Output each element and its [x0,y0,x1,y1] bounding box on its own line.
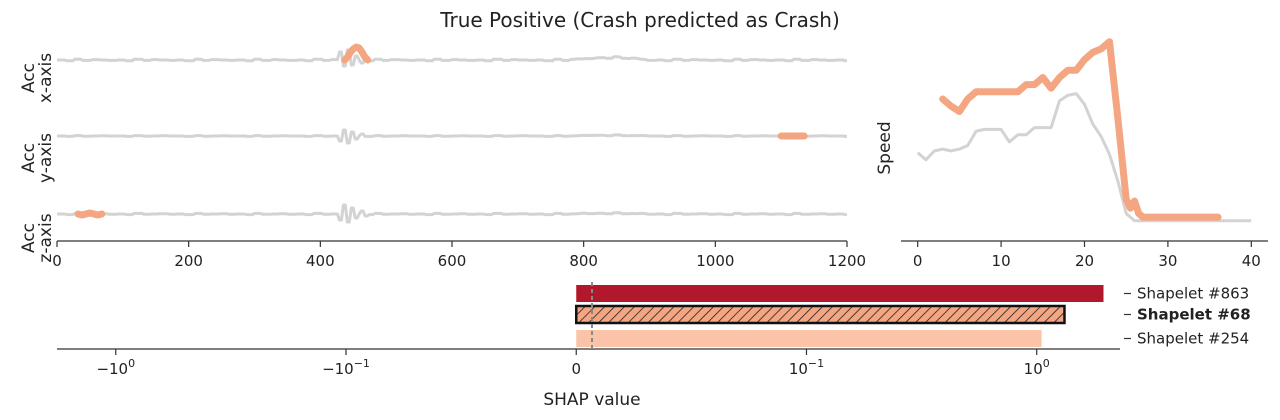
acc-tick-label: 1200 [828,252,866,270]
speed-tick-label: 20 [1075,252,1094,270]
acc-series-group [57,43,847,224]
chart-title: True Positive (Crash predicted as Crash) [439,8,840,32]
acc-x-ticks: 0 200 400 600 800 1000 1200 [52,241,866,270]
acc-signal-line [57,203,847,224]
acc-shapelet-line [341,43,372,64]
acc-shapelet-line [74,209,106,219]
shap-bar [574,304,1066,325]
speed-tick-label: 40 [1242,252,1261,270]
acc-tick-label: 1000 [696,252,734,270]
shap-category-label: Shapelet #254 [1137,330,1249,348]
acc-tick-label: 600 [438,252,467,270]
shap-bar-group [574,285,1104,347]
speed-panel: Speed 0 10 20 30 40 [875,38,1268,270]
acc-z-ylabel-line1: Acc [19,223,39,253]
shap-category-label: Shapelet #863 [1137,285,1249,303]
shap-tick-label: 100 [1024,357,1050,378]
acc-y-ylabel-line2: y-axis [36,133,56,183]
shap-category-label: Shapelet #68 [1137,306,1251,324]
shap-tick-label: 0 [571,360,581,378]
acc-signal-line [57,48,847,68]
speed-ylabel: Speed [875,121,895,174]
shap-bar [576,330,1042,347]
acc-tick-label: 800 [569,252,598,270]
acc-x-ylabel-line2: x-axis [36,53,56,103]
speed-tick-label: 10 [992,252,1011,270]
speed-tick-label: 30 [1158,252,1177,270]
acc-tick-label: 200 [174,252,203,270]
acc-panel: Acc x-axis Acc y-axis Acc z-axis 0 200 400… [19,43,866,270]
acc-signal-line [57,128,847,145]
shap-xlabel: SHAP value [543,390,640,410]
shap-y-labels: Shapelet #863 Shapelet #68 Shapelet #254 [1124,285,1251,348]
shap-bar [576,285,1104,302]
acc-y-ylabel-line1: Acc [19,143,39,173]
speed-signal-line [916,92,1252,223]
shap-tick-label: 10−1 [789,357,824,378]
shap-x-ticks: −100 −10−1 0 10−1 100 [96,349,1050,378]
shap-tick-label: −10−1 [322,357,370,378]
speed-shapelet-line [939,38,1222,221]
acc-x-ylabel-line1: Acc [19,63,39,93]
speed-tick-label: 0 [913,252,923,270]
acc-z-ylabel-line2: z-axis [36,213,56,262]
shap-panel: −100 −10−1 0 10−1 100 Shapelet #863Shapelet … [57,282,1251,410]
shap-tick-label: −100 [96,357,135,378]
speed-series-group [916,38,1252,223]
acc-tick-label: 400 [306,252,335,270]
acc-tick-label: 0 [52,252,62,270]
speed-x-ticks: 0 10 20 30 40 [913,241,1261,270]
